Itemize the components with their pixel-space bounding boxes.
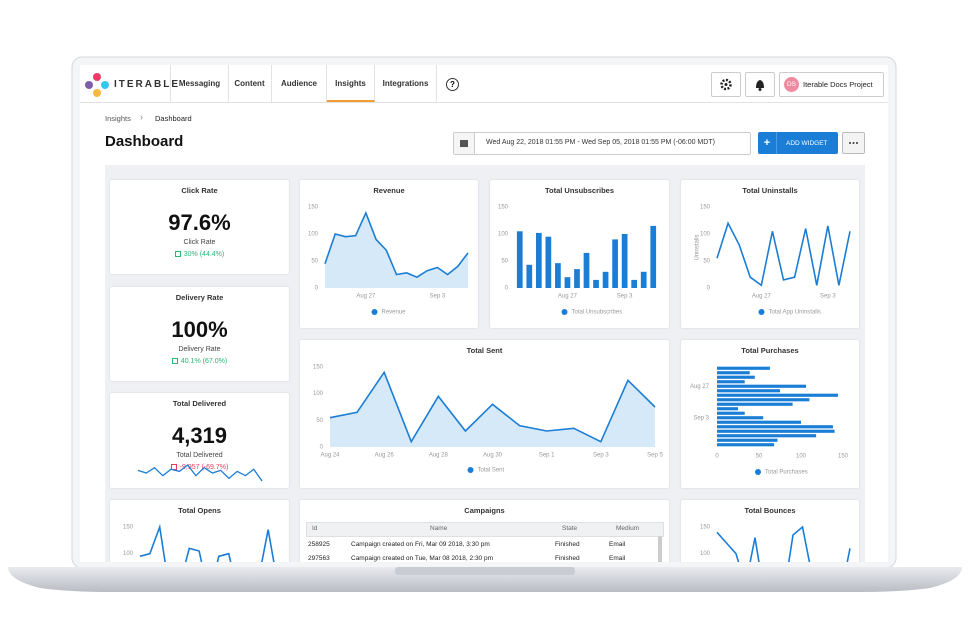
chart-widget: Total Sent <box>300 340 669 488</box>
column-header: State <box>562 525 578 532</box>
column-header: Medium <box>616 525 640 532</box>
widget-title: Total Uninstalls <box>742 186 798 195</box>
stat-label: Delivery Rate <box>178 346 221 353</box>
widget-title: Total Sent <box>466 346 503 355</box>
settings-button[interactable] <box>711 72 741 97</box>
widget-title: Click Rate <box>181 186 218 195</box>
stat-change: -9,957 (-69.7%) <box>110 464 289 471</box>
table-cell: Finished <box>555 555 580 562</box>
widget-title: Total Purchases <box>741 346 799 355</box>
table-cell: Email <box>609 555 626 562</box>
stat-change: 40.1% (67.0%) <box>110 358 289 365</box>
table-cell: Campaign created on Fri, Mar 09 2018, 3:… <box>351 541 490 548</box>
add-widget-label: ADD WIDGET <box>786 140 828 147</box>
nav-tab[interactable]: Messaging <box>170 65 229 102</box>
nav-tab[interactable]: Audience <box>272 65 327 102</box>
stat-widget: Total Delivered 4,319 Total Delivered -9,95… <box>110 393 289 488</box>
widget-title: Total Delivered <box>172 399 227 408</box>
chart-widget: Total Unsubscribes <box>490 180 669 328</box>
table-cell: Email <box>609 541 626 548</box>
widget-title: Total Bounces <box>744 506 796 515</box>
table-cell: 258925 <box>308 541 330 548</box>
scrollbar <box>658 536 662 562</box>
help-icon[interactable]: ? <box>446 78 459 91</box>
table-cell: Campaign created on Tue, Mar 08 2018, 2:… <box>351 555 494 562</box>
widget-title: Total Opens <box>178 506 221 515</box>
avatar: DS <box>784 77 799 92</box>
breadcrumb-item: Dashboard <box>155 114 192 123</box>
notifications-button[interactable] <box>745 72 775 97</box>
stat-label: Click Rate <box>183 239 216 246</box>
stat-label: Total Delivered <box>176 452 223 459</box>
column-header: Id <box>312 525 318 532</box>
stat-value: 4,319 <box>171 423 228 448</box>
project-button[interactable]: DS Iterable Docs Project <box>779 72 884 97</box>
add-widget-button[interactable]: + ADD WIDGET <box>758 132 838 154</box>
chart-widget: Total Bounces <box>681 500 859 562</box>
nav-tab[interactable]: Integrations <box>375 65 437 102</box>
chart-widget: Total Uninstalls <box>681 180 859 328</box>
stat-value: 97.6% <box>168 210 231 235</box>
notch <box>395 567 575 575</box>
project-name: Iterable Docs Project <box>803 80 873 89</box>
table-cell: Finished <box>555 541 580 548</box>
page-title: Dashboard <box>105 133 184 150</box>
laptop-base <box>8 567 962 592</box>
chart-widget: Total Purchases <box>681 340 859 488</box>
widget-title: Revenue <box>373 186 405 195</box>
breadcrumb-item[interactable]: Insights <box>105 114 131 123</box>
plus-icon: + <box>758 132 777 154</box>
chart-widget: Total Opens <box>110 500 289 562</box>
widget-title: Delivery Rate <box>175 293 224 302</box>
campaigns-widget: Campaigns Id Name State Medium 258925 Campaign… <box>300 500 669 562</box>
screen: ITERABLE Messaging Content Audience Insight… <box>80 65 888 562</box>
canvas: ITERABLE Messaging Content Audience Insight… <box>80 65 888 562</box>
calendar-icon <box>454 133 475 154</box>
stat-widget: Click Rate 97.6% Click Rate 30% (44.4%) <box>110 180 289 274</box>
date-range-picker[interactable]: Wed Aug 22, 2018 01:55 PM - Wed Sep 05, … <box>453 132 751 155</box>
stat-change: 30% (44.4%) <box>110 251 289 258</box>
brand: ITERABLE <box>114 79 180 90</box>
widget-title: Total Unsubscribes <box>544 186 615 195</box>
nav-tab[interactable]: Insights <box>327 65 375 102</box>
stat-value: 100% <box>171 317 228 342</box>
nav-tab[interactable]: Content <box>228 65 272 102</box>
breadcrumb-separator: › <box>140 112 143 122</box>
widget-title: Campaigns <box>464 506 505 515</box>
date-range: Wed Aug 22, 2018 01:55 PM - Wed Sep 05, … <box>486 139 715 146</box>
chart-widget: Revenue <box>300 180 478 328</box>
more-button[interactable] <box>842 132 865 154</box>
stat-widget: Delivery Rate 100% Delivery Rate 40.1% (67.… <box>110 287 289 381</box>
column-header: Name <box>430 525 448 532</box>
logo-mark <box>85 73 109 97</box>
table-cell: 297563 <box>308 555 330 562</box>
table-header-bg <box>306 522 664 537</box>
